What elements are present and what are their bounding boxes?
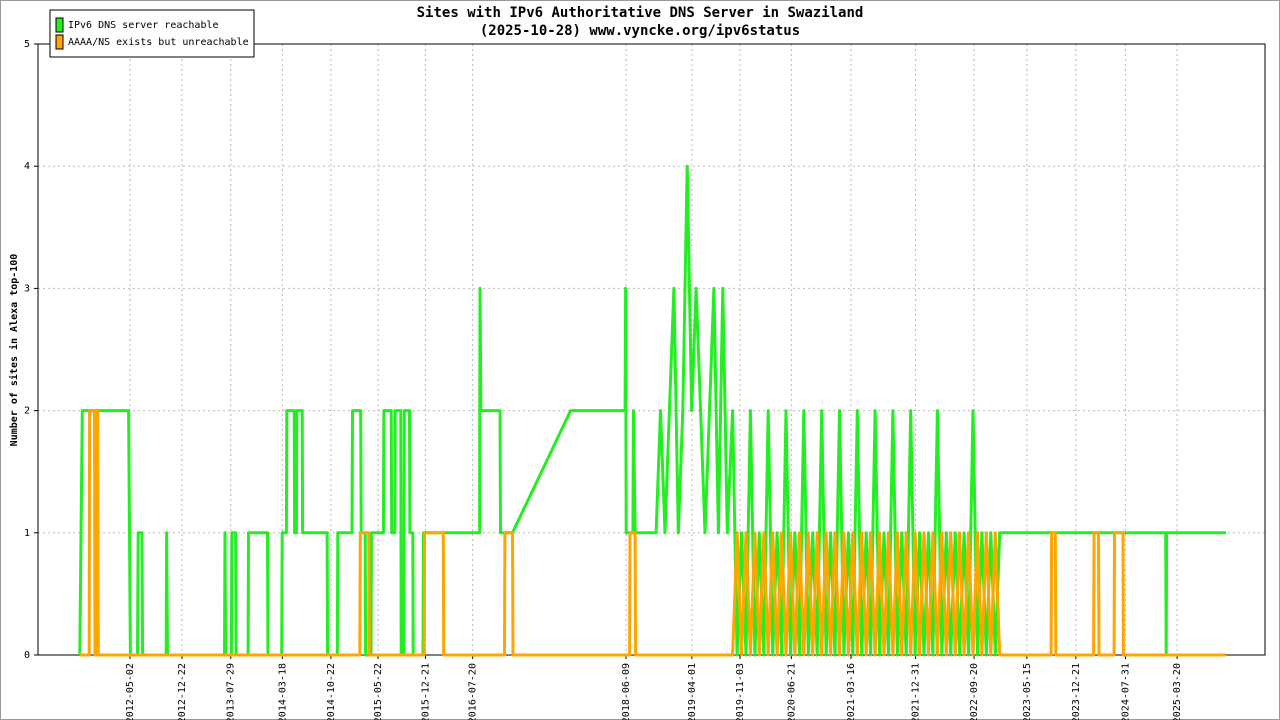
x-tick-label: 2016-07-20: [468, 663, 479, 720]
x-tick-label: 2013-07-29: [226, 663, 237, 720]
y-tick-label: 3: [24, 283, 30, 294]
chart-subtitle: (2025-10-28) www.vyncke.org/ipv6status: [480, 23, 800, 39]
x-tick-label: 2018-06-09: [621, 663, 632, 720]
x-tick-label: 2019-11-03: [735, 663, 746, 720]
data-line: [79, 409, 1227, 657]
x-tick-label: 2021-03-16: [846, 663, 857, 720]
x-tick-label: 2014-10-22: [326, 663, 337, 720]
x-tick-label: 2022-09-20: [969, 663, 980, 720]
x-tick-label: 2015-05-22: [373, 663, 384, 720]
y-axis-label: Number of sites in Alexa top-100: [8, 254, 20, 447]
x-tick-label: 2012-12-22: [177, 663, 188, 720]
legend-label: IPv6 DNS server reachable: [68, 20, 219, 31]
chart-title: Sites with IPv6 Authoritative DNS Server…: [417, 5, 864, 21]
x-tick-label: 2020-06-21: [786, 663, 797, 720]
y-tick-label: 1: [24, 528, 30, 539]
y-tick-label: 0: [24, 650, 30, 661]
x-tick-label: 2015-12-21: [420, 663, 431, 720]
x-tick-label: 2023-12-21: [1071, 663, 1082, 720]
x-tick-label: 2012-05-02: [125, 663, 136, 720]
legend-label: AAAA/NS exists but unreachable: [68, 37, 249, 48]
legend-swatch: [55, 17, 64, 33]
x-tick-label: 2014-03-18: [277, 663, 288, 720]
legend-swatch: [55, 34, 64, 50]
legend-box: [49, 9, 255, 58]
x-tick-label: 2023-05-15: [1022, 663, 1033, 720]
x-tick-label: 2019-04-01: [687, 663, 698, 720]
x-tick-label: 2025-03-20: [1172, 663, 1183, 720]
x-tick-label: 2021-12-31: [911, 663, 922, 720]
y-tick-label: 2: [24, 406, 30, 417]
y-tick-label: 5: [24, 39, 30, 50]
x-tick-label: 2024-07-31: [1120, 663, 1131, 720]
y-tick-label: 4: [24, 161, 30, 172]
